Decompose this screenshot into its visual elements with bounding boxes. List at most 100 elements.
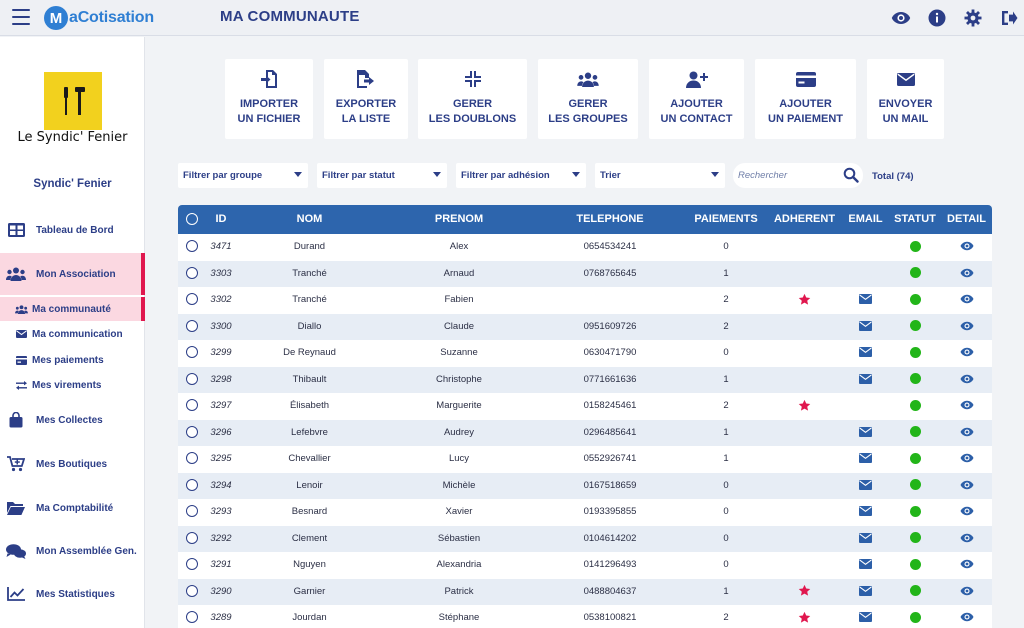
nav-ma-communication[interactable]: Ma communication: [0, 322, 145, 346]
eye-icon[interactable]: [960, 559, 974, 570]
eye-icon[interactable]: [960, 347, 974, 358]
menu-hamburger-icon[interactable]: [12, 9, 30, 25]
col-header-id[interactable]: ID: [215, 213, 227, 225]
eye-icon[interactable]: [960, 268, 974, 279]
sort-select[interactable]: Trier: [595, 163, 725, 188]
eye-icon[interactable]: [890, 7, 912, 29]
nav-mes-virements[interactable]: Mes virements: [0, 373, 145, 397]
eye-icon[interactable]: [960, 612, 974, 623]
table-row[interactable]: 3292 Clement Sébastien 0104614202 0: [178, 525, 992, 553]
table-row[interactable]: 3289 Jourdan Stéphane 0538100821 2: [178, 605, 992, 628]
row-select-radio[interactable]: [186, 399, 198, 412]
table-row[interactable]: 3296 Lefebvre Audrey 0296485641 1: [178, 419, 992, 446]
logout-icon[interactable]: [998, 7, 1020, 29]
envelope-icon[interactable]: [859, 320, 872, 332]
col-header-nom[interactable]: NOM: [296, 213, 323, 225]
envelope-icon[interactable]: [859, 373, 872, 385]
col-header-email[interactable]: EMAIL: [848, 213, 883, 225]
adhesion-filter-select[interactable]: Filtrer par adhésion: [456, 163, 586, 188]
col-header-adherent[interactable]: ADHERENT: [773, 213, 836, 225]
envelope-icon[interactable]: [859, 506, 872, 517]
eye-icon[interactable]: [960, 294, 974, 305]
col-header-prenom[interactable]: PRENOM: [434, 213, 484, 225]
row-select-radio[interactable]: [186, 346, 198, 359]
eye-icon[interactable]: [960, 400, 974, 411]
nav-tableau-de-bord[interactable]: Tableau de Bord: [0, 209, 145, 251]
eye-icon[interactable]: [960, 480, 974, 491]
app-logo[interactable]: M aCotisation: [44, 5, 154, 31]
table-row[interactable]: 3295 Chevallier Lucy 0552926741 1: [178, 446, 992, 473]
table-row[interactable]: 3303 Tranché Arnaud 0768765645 1: [178, 260, 992, 287]
envelope-icon[interactable]: [859, 479, 872, 491]
row-select-radio[interactable]: [186, 319, 198, 332]
row-select-radio[interactable]: [186, 611, 198, 624]
nav-ma-communaute[interactable]: Ma communauté: [0, 297, 145, 321]
status-filter-select[interactable]: Filtrer par statut: [317, 163, 447, 188]
col-header-paiements[interactable]: PAIEMENTS: [694, 213, 758, 225]
table-row[interactable]: 3297 Élisabeth Marguerite 0158245461 2: [178, 393, 992, 420]
table-row[interactable]: 3294 Lenoir Michèle 0167518659 0: [178, 472, 992, 499]
envelope-icon[interactable]: [859, 532, 872, 544]
eye-icon[interactable]: [960, 241, 974, 252]
users-small-icon: [14, 302, 28, 316]
row-select-radio[interactable]: [186, 478, 198, 491]
row-select-radio[interactable]: [186, 293, 198, 306]
nav-mon-association[interactable]: Mon Association: [0, 253, 145, 295]
eye-icon[interactable]: [960, 374, 974, 385]
table-row[interactable]: 3290 Garnier Patrick 0488804637 1: [178, 578, 992, 605]
col-header-detail[interactable]: DETAIL: [947, 213, 986, 225]
table-row[interactable]: 3302 Tranché Fabien 2: [178, 287, 992, 314]
eye-icon[interactable]: [960, 586, 974, 597]
row-select-radio[interactable]: [186, 266, 198, 279]
nav-mes-statistiques[interactable]: Mes Statistiques: [0, 573, 145, 615]
row-select-radio[interactable]: [186, 584, 198, 597]
table-row[interactable]: 3471 Durand Alex 0654534241 0: [178, 234, 992, 261]
eye-icon[interactable]: [960, 321, 974, 332]
row-select-radio[interactable]: [186, 240, 198, 253]
eye-icon[interactable]: [960, 506, 974, 517]
export-list-button[interactable]: EXPORTER LA LISTE: [324, 59, 408, 139]
search-icon[interactable]: [843, 167, 859, 183]
envelope-icon[interactable]: [859, 612, 872, 623]
add-payment-button[interactable]: AJOUTER UN PAIEMENT: [755, 59, 856, 139]
table-row[interactable]: 3299 De Reynaud Suzanne 0630471790 0: [178, 340, 992, 367]
nav-mes-boutiques[interactable]: Mes Boutiques: [0, 443, 145, 485]
add-contact-button[interactable]: AJOUTER UN CONTACT: [649, 59, 744, 139]
envelope-icon[interactable]: [859, 426, 872, 438]
manage-duplicates-button[interactable]: GERER LES DOUBLONS: [418, 59, 527, 139]
nav-ma-comptabilite[interactable]: Ma Comptabilité: [0, 487, 145, 529]
envelope-icon[interactable]: [859, 453, 872, 464]
envelope-icon[interactable]: [859, 585, 872, 597]
row-select-radio[interactable]: [186, 505, 198, 518]
envelope-icon[interactable]: [859, 294, 872, 305]
row-select-radio[interactable]: [186, 372, 198, 385]
row-select-radio[interactable]: [186, 452, 198, 465]
table-row[interactable]: 3293 Besnard Xavier 0193395855 0: [178, 499, 992, 526]
cell-prenom: Marguerite: [436, 400, 482, 411]
cell-detail: [941, 526, 992, 553]
info-icon[interactable]: [926, 7, 948, 29]
col-header-statut[interactable]: STATUT: [894, 213, 936, 225]
table-row[interactable]: 3298 Thibault Christophe 0771661636 1: [178, 366, 992, 393]
table-row[interactable]: 3291 Nguyen Alexandria 0141296493 0: [178, 552, 992, 579]
row-select-radio[interactable]: [186, 558, 198, 571]
eye-icon[interactable]: [960, 453, 974, 464]
nav-mes-paiements[interactable]: Mes paiements: [0, 348, 145, 372]
row-select-radio[interactable]: [186, 531, 198, 544]
manage-groups-button[interactable]: GERER LES GROUPES: [538, 59, 638, 139]
row-select-radio[interactable]: [186, 425, 198, 438]
table-row[interactable]: 3300 Diallo Claude 0951609726 2: [178, 313, 992, 340]
col-header-telephone[interactable]: TELEPHONE: [576, 213, 644, 225]
import-file-button[interactable]: IMPORTER UN FICHIER: [225, 59, 313, 139]
send-mail-button[interactable]: ENVOYER UN MAIL: [867, 59, 944, 139]
nav-mes-collectes[interactable]: Mes Collectes: [0, 399, 145, 441]
eye-icon[interactable]: [960, 533, 974, 544]
gear-icon[interactable]: [962, 7, 984, 29]
eye-icon[interactable]: [960, 427, 974, 438]
select-all-radio[interactable]: [186, 213, 198, 226]
nav-mon-assemblee[interactable]: Mon Assemblée Gen.: [0, 530, 145, 572]
group-filter-select[interactable]: Filtrer par groupe: [178, 163, 308, 188]
envelope-icon[interactable]: [859, 347, 872, 358]
envelope-icon[interactable]: [859, 559, 872, 570]
search-input[interactable]: [738, 167, 838, 184]
